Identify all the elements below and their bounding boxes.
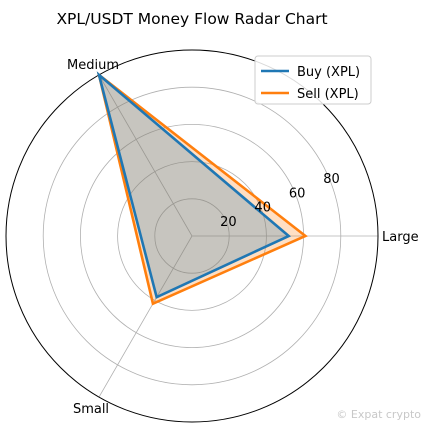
- radial-tick-label-60: 60: [289, 186, 306, 201]
- series-fills: [99, 74, 306, 304]
- category-label-medium: Medium: [67, 58, 119, 73]
- category-labels: Large Medium Small: [67, 58, 419, 417]
- radial-tick-label-40: 40: [254, 201, 271, 216]
- series-line-buy-xpl: [96, 71, 292, 300]
- radial-tick-label-20: 20: [220, 215, 237, 230]
- outer-frame: [5, 49, 379, 423]
- series-fill-buy-xpl: [99, 74, 289, 298]
- spoke-medium: [98, 74, 193, 237]
- chart-title: XPL/USDT Money Flow Radar Chart: [56, 10, 327, 28]
- radial-tick-labels: 20 40 60 80: [220, 172, 340, 230]
- series-lines: [96, 71, 308, 306]
- legend: Buy (XPL) Sell (XPL): [254, 55, 372, 105]
- legend-label-sell-xpl: Sell (XPL): [297, 87, 359, 102]
- legend-label-buy-xpl: Buy (XPL): [297, 65, 360, 80]
- spoke-small: [98, 235, 193, 398]
- series-line-sell-xpl: [96, 71, 308, 306]
- watermark-text: © Expat crypto: [336, 408, 421, 421]
- category-label-small: Small: [73, 402, 109, 417]
- series-fill-sell-xpl: [99, 74, 306, 304]
- radial-tick-label-80: 80: [323, 172, 340, 187]
- category-label-large: Large: [382, 230, 419, 245]
